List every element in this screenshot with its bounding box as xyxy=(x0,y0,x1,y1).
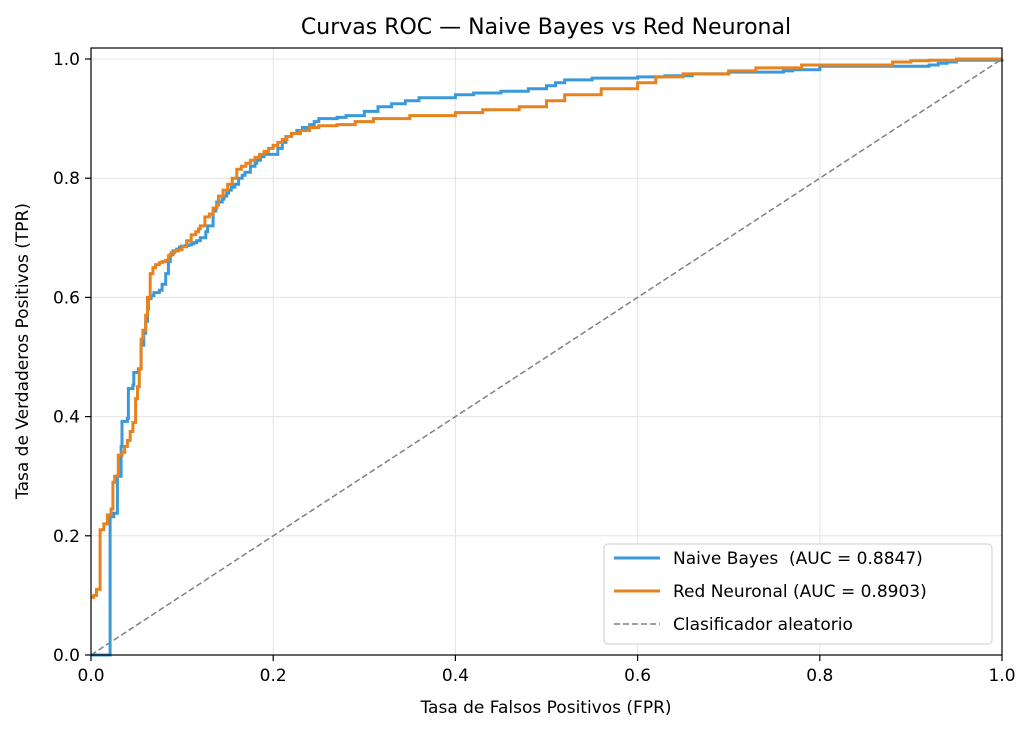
legend-label-0: Naive Bayes (AUC = 0.8847) xyxy=(673,549,923,569)
x-axis-ticks: 0.0 0.2 0.4 0.6 0.8 1.0 xyxy=(77,655,1016,686)
x-tick-label: 0.4 xyxy=(442,666,469,686)
y-tick-label: 0.4 xyxy=(53,408,80,428)
x-tick-label: 0.0 xyxy=(77,666,104,686)
y-tick-label: 1.0 xyxy=(53,50,80,70)
y-tick-label: 0.0 xyxy=(53,646,80,666)
plot-area-frame xyxy=(90,47,1003,656)
legend: Naive Bayes (AUC = 0.8847) Red Neuronal (… xyxy=(603,543,993,645)
y-tick-label: 0.8 xyxy=(53,169,80,189)
x-tick-label: 0.2 xyxy=(260,666,287,686)
y-tick-label: 0.2 xyxy=(53,527,80,547)
series-line-2 xyxy=(90,58,1003,656)
x-tick-label: 1.0 xyxy=(988,666,1015,686)
chart-title: Curvas ROC — Naive Bayes vs Red Neuronal xyxy=(301,15,791,40)
legend-label-1: Red Neuronal (AUC = 0.8903) xyxy=(673,582,927,602)
x-tick-label: 0.6 xyxy=(624,666,651,686)
y-axis-label: Tasa de Verdaderos Positivos (TPR) xyxy=(13,203,33,500)
y-axis-ticks: 0.0 0.2 0.4 0.6 0.8 1.0 xyxy=(53,50,91,666)
y-tick-label: 0.6 xyxy=(53,288,80,308)
series-layer xyxy=(90,57,1004,657)
legend-label-2: Clasificador aleatorio xyxy=(673,615,853,635)
x-axis-label: Tasa de Falsos Positivos (FPR) xyxy=(419,698,671,718)
series-line-1 xyxy=(91,57,1002,599)
legend-box xyxy=(603,543,993,645)
x-tick-label: 0.8 xyxy=(806,666,833,686)
